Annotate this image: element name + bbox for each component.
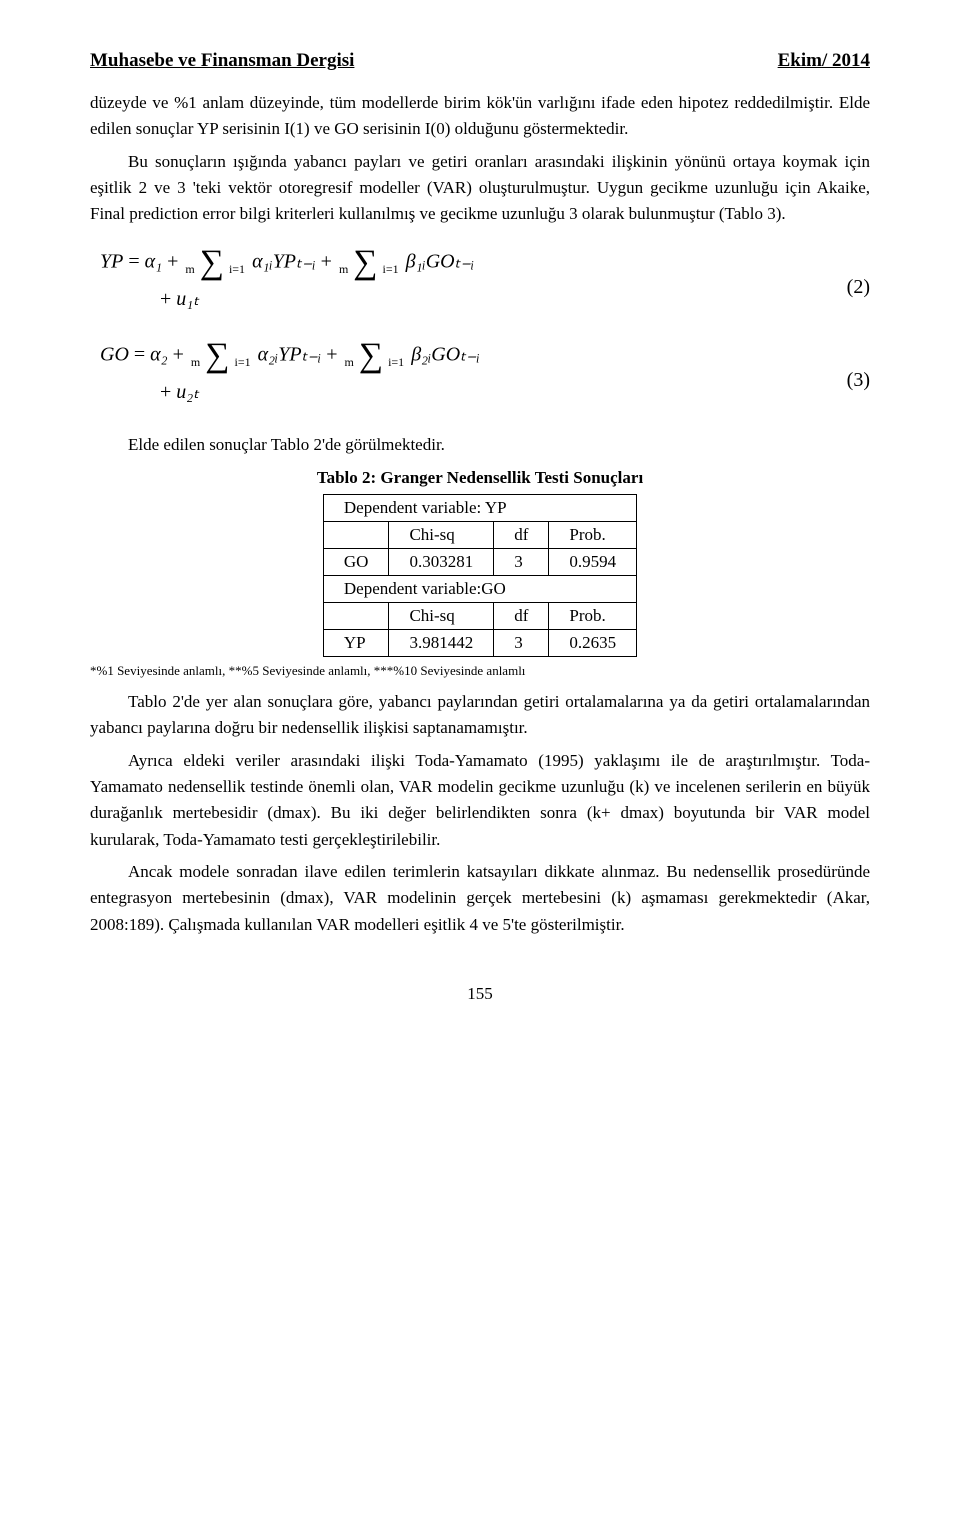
eq3-number: (3) <box>810 339 870 392</box>
eq2-term2-var: GOₜ₋ᵢ <box>426 250 475 272</box>
paragraph-3: Elde edilen sonuçlar Tablo 2'de görülmek… <box>90 432 870 458</box>
eq2-alpha1: α₁ <box>145 250 162 272</box>
eq3-alpha2: α₂ <box>150 343 167 365</box>
eq2-error: u₁ₜ <box>176 288 199 310</box>
equation-2: YP = α₁ + m ∑ i=1 α₁ᵢYPₜ₋ᵢ + m ∑ i=1 β₁ᵢ… <box>100 246 870 311</box>
eq2-term1-var: YPₜ₋ᵢ <box>273 250 316 272</box>
row-go-prob: 0.9594 <box>549 549 637 576</box>
significance-footnote: *%1 Seviyesinde anlamlı, **%5 Seviyesind… <box>90 663 870 679</box>
row-yp-label: YP <box>323 630 389 657</box>
col-chi: Chi-sq <box>389 522 494 549</box>
col-prob-2: Prob. <box>549 603 637 630</box>
page-header: Muhasebe ve Finansman Dergisi Ekim/ 2014 <box>90 50 870 72</box>
col-df-2: df <box>494 603 549 630</box>
table-2: Dependent variable: YP Chi-sq df Prob. G… <box>323 494 637 657</box>
col-df: df <box>494 522 549 549</box>
eq3-term2-coef: β₂ᵢ <box>411 343 431 365</box>
paragraph-5: Ayrıca eldeki veriler arasındaki ilişki … <box>90 748 870 853</box>
empty-cell-2 <box>323 603 389 630</box>
row-go-chi: 0.303281 <box>389 549 494 576</box>
empty-cell <box>323 522 389 549</box>
eq3-sum-1: m ∑ i=1 <box>191 339 251 373</box>
row-go-label: GO <box>323 549 389 576</box>
eq3-term1-coef: α₂ᵢ <box>258 343 279 365</box>
page-number: 155 <box>90 984 870 1004</box>
table-2-title: Tablo 2: Granger Nedensellik Testi Sonuç… <box>90 468 870 488</box>
eq2-sum-2: m ∑ i=1 <box>339 246 399 280</box>
row-yp-df: 3 <box>494 630 549 657</box>
depvar-go-header: Dependent variable:GO <box>323 576 636 603</box>
row-go-df: 3 <box>494 549 549 576</box>
col-chi-2: Chi-sq <box>389 603 494 630</box>
issue-date: Ekim/ 2014 <box>778 50 870 72</box>
paragraph-1: düzeyde ve %1 anlam düzeyinde, tüm model… <box>90 90 870 143</box>
equation-3: GO = α₂ + m ∑ i=1 α₂ᵢYPₜ₋ᵢ + m ∑ i=1 β₂ᵢ… <box>100 339 870 404</box>
eq2-sum-1: m ∑ i=1 <box>185 246 245 280</box>
eq2-term1-coef: α₁ᵢ <box>252 250 273 272</box>
col-prob: Prob. <box>549 522 637 549</box>
row-yp-chi: 3.981442 <box>389 630 494 657</box>
depvar-yp-header: Dependent variable: YP <box>323 495 636 522</box>
paragraph-6: Ancak modele sonradan ilave edilen terim… <box>90 859 870 938</box>
eq2-term2-coef: β₁ᵢ <box>406 250 426 272</box>
eq3-sum-2: m ∑ i=1 <box>344 339 404 373</box>
eq3-term2-var: GOₜ₋ᵢ <box>431 343 480 365</box>
journal-title: Muhasebe ve Finansman Dergisi <box>90 50 354 72</box>
paragraph-2: Bu sonuçların ışığında yabancı payları v… <box>90 149 870 228</box>
eq3-lhs: GO <box>100 343 129 365</box>
eq2-lhs: YP <box>100 250 123 272</box>
eq2-number: (2) <box>810 246 870 299</box>
row-yp-prob: 0.2635 <box>549 630 637 657</box>
eq3-error: u₂ₜ <box>176 381 199 403</box>
eq3-term1-var: YPₜ₋ᵢ <box>278 343 321 365</box>
paragraph-4: Tablo 2'de yer alan sonuçlara göre, yaba… <box>90 689 870 742</box>
